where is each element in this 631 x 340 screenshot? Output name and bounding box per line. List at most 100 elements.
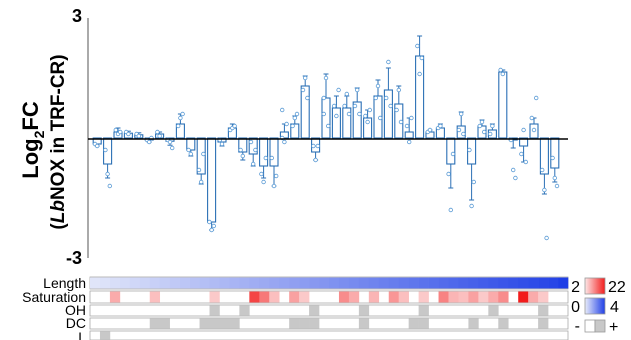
data-point <box>346 111 352 117</box>
data-point <box>365 119 370 125</box>
heat-cell <box>358 305 370 316</box>
data-point <box>146 139 152 145</box>
data-point <box>113 127 118 133</box>
heat-cell <box>368 291 380 303</box>
legend-sat-max: 4 <box>610 299 619 316</box>
data-point <box>500 71 505 77</box>
data-point <box>126 131 131 137</box>
data-point <box>469 203 474 209</box>
data-point <box>232 123 237 129</box>
heat-cell <box>488 305 499 316</box>
data-point <box>240 153 245 159</box>
data-point <box>375 83 381 89</box>
data-point <box>344 91 349 97</box>
data-point <box>284 121 289 127</box>
data-point <box>315 143 320 149</box>
heat-cell <box>159 277 170 289</box>
heat-cell <box>438 291 449 303</box>
heat-cell <box>488 277 499 289</box>
bar <box>207 137 217 223</box>
legend-binary-white <box>584 319 596 333</box>
y-tick-top: 3 <box>72 6 82 26</box>
heat-cell <box>438 277 449 289</box>
data-point <box>490 123 495 129</box>
legend-sat-min: 0 <box>571 299 580 316</box>
heat-cell <box>199 318 210 329</box>
data-point <box>271 183 277 189</box>
data-point <box>373 95 378 101</box>
heat-cell <box>468 318 479 329</box>
data-point <box>467 147 472 153</box>
heat-cell <box>209 318 220 329</box>
heat-cell <box>249 277 260 289</box>
legend-length-max: 22 <box>608 279 626 296</box>
data-point <box>404 123 410 129</box>
heat-row-dc <box>89 317 569 330</box>
bar <box>300 85 310 139</box>
data-point <box>378 115 383 121</box>
data-point <box>294 111 300 117</box>
y-axis-label-2: (LbNOX in TRF-CR) <box>48 54 69 229</box>
data-point <box>280 107 285 113</box>
heat-cell <box>259 277 270 289</box>
heat-cell <box>129 277 141 289</box>
heat-cell <box>418 277 429 289</box>
data-point <box>196 167 202 173</box>
heat-cell <box>538 291 549 303</box>
heat-cell <box>219 318 230 329</box>
data-point <box>305 95 310 101</box>
data-point <box>117 129 123 135</box>
heat-cell <box>209 277 220 289</box>
data-point <box>511 167 516 173</box>
data-point <box>326 123 331 129</box>
data-point <box>180 111 185 117</box>
data-point <box>461 131 466 137</box>
heat-cell <box>538 277 549 289</box>
data-point <box>250 161 256 167</box>
data-point <box>157 133 162 139</box>
heat-cell <box>388 277 400 289</box>
heat-cell <box>319 277 330 289</box>
heat-cell <box>299 277 310 289</box>
heat-cell <box>309 318 320 329</box>
heat-row-oh <box>89 304 569 317</box>
data-point <box>201 151 206 157</box>
heat-cell <box>209 291 220 303</box>
annotation-heatmap <box>89 276 569 340</box>
data-point <box>417 71 422 77</box>
heat-cell <box>518 277 529 289</box>
heat-cell <box>229 318 240 329</box>
bar <box>415 55 425 139</box>
data-point <box>363 113 368 119</box>
data-point <box>438 123 443 129</box>
heat-cell <box>518 291 529 303</box>
row-label-l: L <box>78 329 86 340</box>
heat-cell <box>309 305 320 316</box>
heat-cell <box>299 318 310 329</box>
heat-cell <box>269 277 280 289</box>
data-point <box>386 59 391 65</box>
bar <box>259 137 269 167</box>
legend-binary-gray <box>594 319 606 333</box>
heat-cell <box>338 277 350 289</box>
data-point <box>198 179 204 185</box>
data-point <box>290 123 295 129</box>
heat-cell <box>408 277 419 289</box>
data-point <box>292 115 297 121</box>
data-point <box>332 103 337 109</box>
data-point <box>498 67 503 73</box>
data-point <box>554 183 560 189</box>
heat-cell <box>179 277 190 289</box>
data-point <box>521 127 526 133</box>
heat-cell <box>538 318 549 329</box>
data-point <box>357 111 362 117</box>
bar <box>550 137 560 169</box>
data-point <box>542 187 547 193</box>
data-point <box>175 123 181 129</box>
y-label2-open: ( <box>48 223 69 230</box>
heat-cell <box>368 277 380 289</box>
data-point <box>482 129 487 135</box>
heat-cell <box>418 291 429 303</box>
heat-cell <box>229 277 240 289</box>
